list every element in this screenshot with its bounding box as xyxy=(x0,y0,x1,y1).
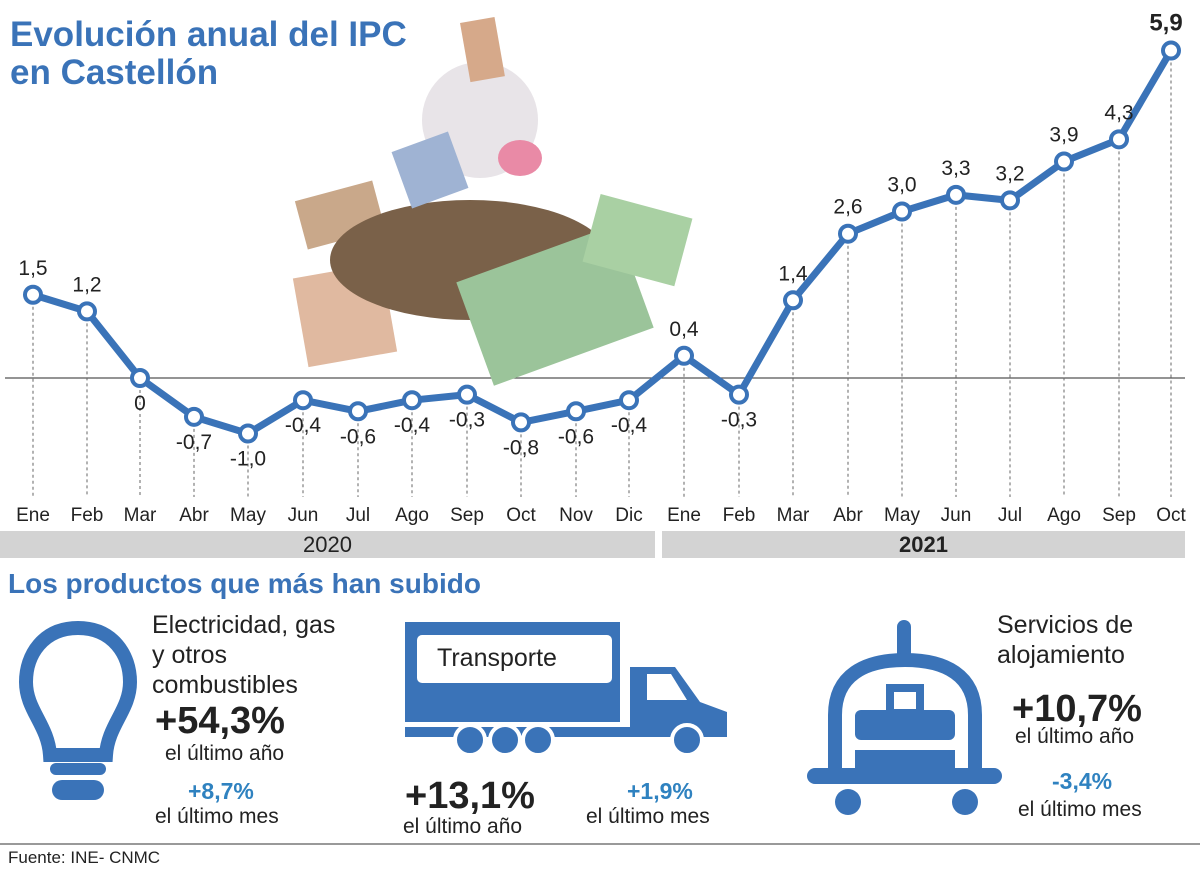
data-point xyxy=(238,423,258,444)
data-label: 1,5 xyxy=(18,257,47,280)
data-label: 1,2 xyxy=(72,273,101,296)
data-point xyxy=(619,390,639,411)
data-point xyxy=(1161,40,1181,61)
data-point xyxy=(457,384,477,405)
x-tick-label: Ene xyxy=(667,505,701,526)
year-label-electricity: el último año xyxy=(165,742,285,765)
x-tick-label: Abr xyxy=(833,505,863,526)
lightbulb-icon xyxy=(18,620,138,800)
data-point xyxy=(566,401,586,422)
x-tick-label: Nov xyxy=(559,505,593,526)
year-label-lodging: el último año xyxy=(1015,725,1135,748)
data-point xyxy=(402,390,422,411)
month-label-electricity: el último mes xyxy=(155,805,279,828)
data-label: -0,3 xyxy=(721,409,757,432)
data-label: 5,9 xyxy=(1149,10,1182,37)
data-point xyxy=(23,284,43,305)
data-point xyxy=(130,368,150,388)
month-label-lodging: el último mes xyxy=(1018,798,1142,821)
month-change-transport: +1,9% xyxy=(627,778,693,804)
data-label: 0,4 xyxy=(669,318,699,341)
x-tick-label: May xyxy=(884,505,920,526)
data-label: -0,7 xyxy=(176,431,212,454)
year-label-2021: 2021 xyxy=(662,531,1185,558)
data-label: -0,8 xyxy=(503,436,539,459)
data-point xyxy=(1109,129,1129,150)
product-name-transport: Transporte xyxy=(437,644,557,672)
product-name-electricity: Electricidad, gas y otros combustibles xyxy=(152,611,336,699)
data-point xyxy=(511,412,531,433)
data-label: 3,9 xyxy=(1049,124,1078,147)
data-label: -0,4 xyxy=(394,414,431,437)
source-note: Fuente: INE- CNMC xyxy=(8,848,161,867)
data-label: -1,0 xyxy=(230,448,266,471)
x-tick-label: Jun xyxy=(288,505,319,526)
data-label: 3,0 xyxy=(887,174,916,197)
x-tick-label: Oct xyxy=(506,505,536,526)
footer-divider xyxy=(0,843,1200,845)
x-tick-label: Mar xyxy=(777,505,810,526)
data-label: -0,6 xyxy=(558,425,594,448)
data-point xyxy=(946,184,966,205)
x-tick-label: Ene xyxy=(16,505,50,526)
product-name-lodging: Servicios de alojamiento xyxy=(997,611,1134,669)
data-label: -0,4 xyxy=(285,414,322,437)
x-tick-label: May xyxy=(230,505,266,526)
x-tick-label: Jun xyxy=(941,505,972,526)
data-point xyxy=(783,290,803,311)
data-point xyxy=(293,390,313,411)
products-heading: Los productos que más han subido xyxy=(8,568,481,599)
truck-icon xyxy=(405,622,727,757)
luggage-cart-icon xyxy=(807,620,1002,815)
data-point xyxy=(184,406,204,427)
ipc-line-chart: 1,5 Ene 1,2 Feb 0 Mar -0,7 Abr -1,0 May -0,4 Jun -0,… xyxy=(5,10,1186,526)
month-label-transport: el último mes xyxy=(586,805,710,828)
data-point xyxy=(729,384,749,405)
x-tick-label: Ago xyxy=(1047,505,1081,526)
data-point xyxy=(892,201,912,222)
data-point xyxy=(838,223,858,244)
x-tick-label: Jul xyxy=(998,505,1022,526)
year-label-transport: el último año xyxy=(403,815,523,838)
data-label: 1,4 xyxy=(778,262,808,285)
data-point xyxy=(77,301,97,322)
data-label: -0,3 xyxy=(449,409,485,432)
page-title: Evolución anual del IPC en Castellón xyxy=(10,15,407,92)
data-point xyxy=(1000,190,1020,211)
year-change-lodging: +10,7% xyxy=(1012,688,1142,730)
x-tick-label: Mar xyxy=(124,505,157,526)
data-label: 4,3 xyxy=(1104,101,1133,124)
data-point xyxy=(674,345,694,366)
data-label: 3,3 xyxy=(941,157,970,180)
x-tick-label: Feb xyxy=(71,505,104,526)
data-label: 0 xyxy=(134,392,146,415)
year-change-electricity: +54,3% xyxy=(155,700,285,742)
x-tick-label: Oct xyxy=(1156,505,1186,526)
x-tick-label: Sep xyxy=(450,505,484,526)
data-label: 3,2 xyxy=(995,162,1024,185)
x-tick-label: Dic xyxy=(615,505,642,526)
ipc-series-line xyxy=(31,48,1175,437)
year-label-2020: 2020 xyxy=(0,531,655,558)
data-label: -0,4 xyxy=(611,414,648,437)
year-change-transport: +13,1% xyxy=(405,775,535,817)
month-change-lodging: -3,4% xyxy=(1052,768,1113,794)
data-label: -0,6 xyxy=(340,425,376,448)
x-tick-label: Sep xyxy=(1102,505,1136,526)
data-point xyxy=(348,401,368,422)
x-tick-label: Jul xyxy=(346,505,370,526)
x-tick-label: Ago xyxy=(395,505,429,526)
x-tick-label: Feb xyxy=(723,505,756,526)
data-label: 2,6 xyxy=(833,196,862,219)
piggy-bank-illustration xyxy=(292,16,693,386)
x-tick-label: Abr xyxy=(179,505,209,526)
month-change-electricity: +8,7% xyxy=(188,778,254,804)
data-point xyxy=(1054,151,1074,172)
